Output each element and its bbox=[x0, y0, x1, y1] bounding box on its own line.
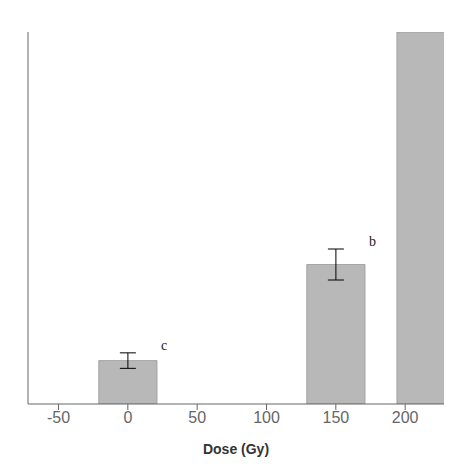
svg-text:Dose (Gy): Dose (Gy) bbox=[203, 441, 269, 457]
svg-text:b: b bbox=[369, 234, 376, 249]
svg-text:0: 0 bbox=[123, 409, 132, 426]
svg-text:50: 50 bbox=[188, 409, 206, 426]
svg-text:-50: -50 bbox=[47, 409, 70, 426]
svg-text:c: c bbox=[161, 338, 167, 353]
svg-text:200: 200 bbox=[392, 409, 419, 426]
svg-text:150: 150 bbox=[322, 409, 349, 426]
svg-text:100: 100 bbox=[253, 409, 280, 426]
